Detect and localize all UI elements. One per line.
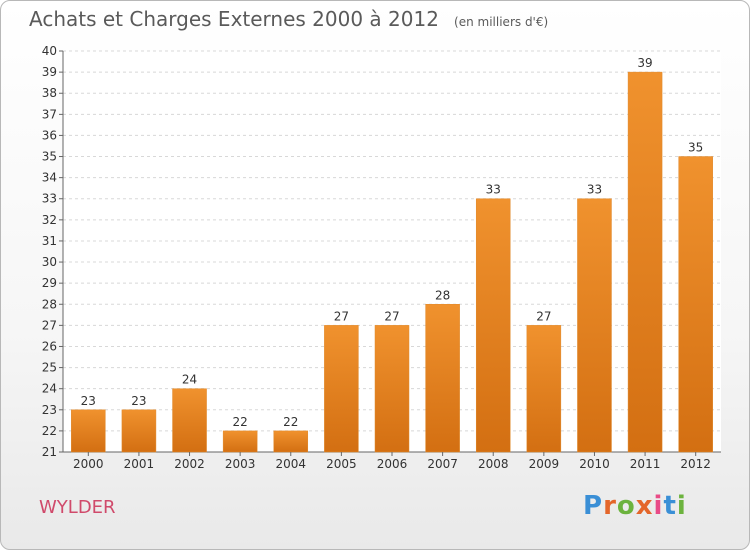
logo-letter: x — [635, 491, 654, 521]
value-label-2010: 33 — [587, 183, 602, 197]
value-label-2011: 39 — [637, 56, 652, 70]
y-tick-label: 39 — [42, 65, 57, 79]
bar-2000 — [71, 409, 106, 453]
x-tick-label-2000: 2000 — [73, 457, 104, 471]
y-tick-label: 34 — [42, 171, 57, 185]
logo-letter: i — [676, 491, 687, 521]
value-label-2009: 27 — [536, 309, 551, 323]
bar-2011 — [627, 71, 663, 453]
value-label-2004: 22 — [283, 415, 298, 429]
logo-letter: i — [653, 491, 664, 521]
x-tick-label-2006: 2006 — [377, 457, 408, 471]
x-tick-label-2010: 2010 — [579, 457, 610, 471]
proxiti-logo: Proxiti — [583, 491, 687, 521]
x-tick-label-2001: 2001 — [124, 457, 155, 471]
y-tick-label: 40 — [42, 44, 57, 58]
y-tick-label: 27 — [42, 318, 57, 332]
y-tick-label: 30 — [42, 255, 57, 269]
y-tick-label: 36 — [42, 128, 57, 142]
y-tick-label: 38 — [42, 86, 57, 100]
y-tick-label: 28 — [42, 297, 57, 311]
y-tick-label: 37 — [42, 107, 57, 121]
x-tick-label-2002: 2002 — [174, 457, 205, 471]
logo-letter: o — [616, 491, 636, 521]
y-tick-label: 24 — [42, 382, 57, 396]
x-tick-label-2004: 2004 — [275, 457, 306, 471]
x-tick-label-2009: 2009 — [529, 457, 560, 471]
y-tick-label: 22 — [42, 424, 57, 438]
value-label-2001: 23 — [131, 394, 146, 408]
bar-2004 — [273, 430, 309, 453]
bar-2006 — [374, 325, 410, 453]
chart-subtitle: (en milliers d'€) — [454, 15, 549, 29]
chart-title-main: Achats et Charges Externes 2000 à 2012 — [29, 7, 439, 31]
y-tick-label: 33 — [42, 192, 57, 206]
bar-2008 — [475, 198, 511, 453]
value-label-2007: 28 — [435, 288, 450, 302]
value-label-2006: 27 — [384, 309, 399, 323]
y-tick-label: 21 — [42, 445, 57, 459]
logo-letter: P — [583, 491, 604, 521]
x-tick-label-2008: 2008 — [478, 457, 509, 471]
bar-2005 — [324, 325, 359, 453]
y-tick-label: 32 — [42, 213, 57, 227]
chart-title: Achats et Charges Externes 2000 à 2012 (… — [29, 7, 548, 31]
logo-letter: t — [663, 491, 677, 521]
x-tick-label-2011: 2011 — [630, 457, 661, 471]
value-label-2012: 35 — [688, 141, 703, 155]
x-tick-label-2003: 2003 — [225, 457, 256, 471]
value-label-2005: 27 — [334, 309, 349, 323]
y-tick-label: 29 — [42, 276, 57, 290]
y-tick-label: 23 — [42, 403, 57, 417]
value-label-2008: 33 — [486, 183, 501, 197]
commune-name: WYLDER — [39, 497, 116, 518]
y-tick-label: 25 — [42, 361, 57, 375]
bar-2010 — [577, 198, 612, 453]
value-label-2002: 24 — [182, 373, 197, 387]
value-label-2003: 22 — [233, 415, 248, 429]
bar-2009 — [526, 325, 562, 453]
bar-2002 — [172, 388, 207, 453]
bar-2012 — [678, 156, 713, 453]
bar-2001 — [121, 409, 157, 453]
x-tick-label-2012: 2012 — [680, 457, 711, 471]
bar-2007 — [425, 304, 460, 453]
y-tick-label: 35 — [42, 150, 57, 164]
logo-letter: r — [603, 491, 617, 521]
x-tick-label-2005: 2005 — [326, 457, 357, 471]
x-tick-label-2007: 2007 — [427, 457, 458, 471]
bar-2003 — [222, 430, 258, 453]
y-tick-label: 26 — [42, 339, 57, 353]
value-label-2000: 23 — [81, 394, 96, 408]
y-tick-label: 31 — [42, 234, 57, 248]
